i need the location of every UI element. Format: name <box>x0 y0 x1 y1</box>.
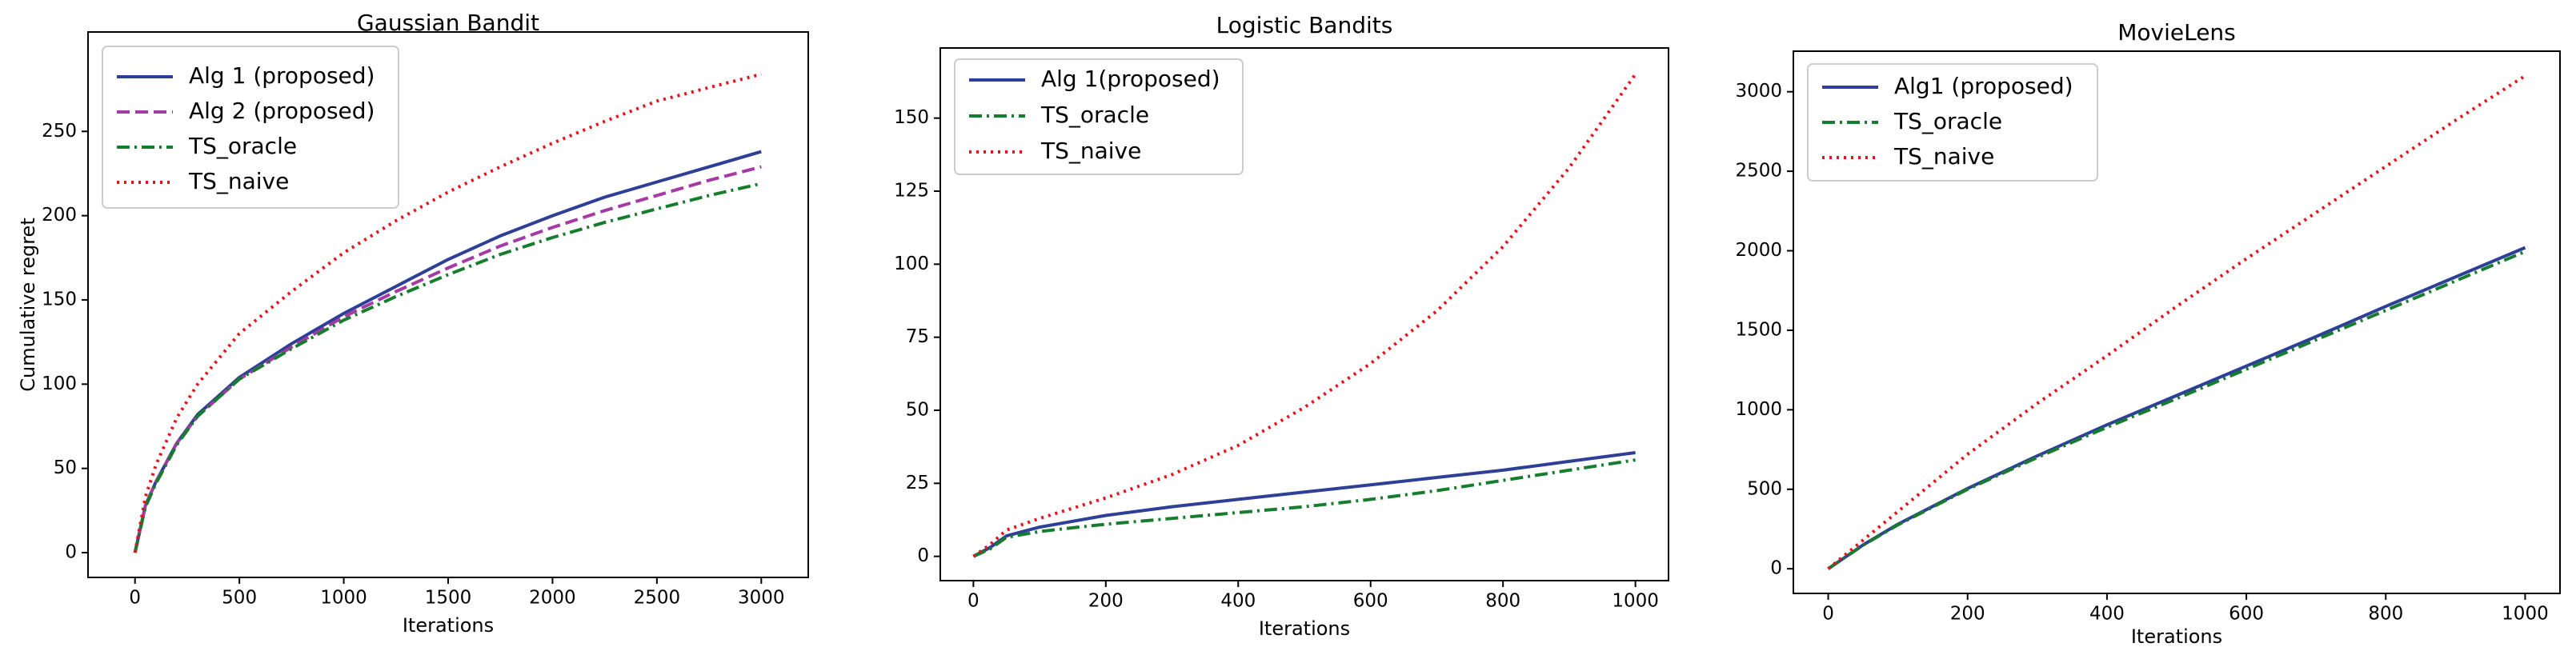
x-tick-label: 600 <box>1353 591 1388 612</box>
x-tick-label: 1000 <box>320 588 367 609</box>
x-tick-label: 3000 <box>738 588 785 609</box>
y-axis-label: Cumulative regret <box>17 218 39 391</box>
legend-entry: Alg 1 (proposed) <box>117 62 375 89</box>
y-tick-label: 2500 <box>1735 161 1782 182</box>
series-line-naive <box>133 72 762 553</box>
x-tick-label: 0 <box>968 591 980 612</box>
x-tick-label: 200 <box>1950 604 1985 625</box>
y-tick-label: 3000 <box>1735 81 1782 102</box>
x-tick-label: 0 <box>129 588 141 609</box>
y-tick-label: 50 <box>54 457 77 478</box>
plot-frame <box>87 31 809 578</box>
legend-entry: TS_oracle <box>969 102 1149 128</box>
x-tick-label: 1000 <box>2502 604 2549 625</box>
y-tick-label: 0 <box>65 542 77 563</box>
legend-label: TS_oracle <box>1893 108 2002 134</box>
y-tick-label: 25 <box>906 473 929 493</box>
x-tick-label: 500 <box>222 588 257 609</box>
legend-entry: TS_naive <box>969 138 1141 164</box>
y-ticks: 0 50 100 150 200 250 <box>42 121 88 563</box>
legend-label: TS_oracle <box>188 133 297 159</box>
y-tick-label: 500 <box>1747 478 1782 499</box>
x-ticks: 0 200 400 600 800 1000 <box>1822 593 2549 625</box>
series-lines <box>972 73 1637 558</box>
x-tick-label: 0 <box>1822 604 1834 625</box>
x-tick-label: 1500 <box>425 588 472 609</box>
x-tick-label: 2500 <box>634 588 681 609</box>
legend-box <box>954 58 1244 175</box>
x-ticks: 0 200 400 600 800 1000 <box>968 581 1659 612</box>
series-line-alg2 <box>133 165 762 553</box>
legend-entry: TS_oracle <box>1822 108 2002 134</box>
legend-entry: TS_oracle <box>117 133 297 159</box>
x-tick-label: 1000 <box>1612 591 1659 612</box>
legend: Alg 1 (proposed) Alg 2 (proposed) TS_ora… <box>102 46 399 209</box>
chart-title: MovieLens <box>2117 19 2236 46</box>
series-line-alg1 <box>133 150 762 553</box>
y-tick-label: 100 <box>42 373 77 394</box>
legend-label: Alg 1 (proposed) <box>189 62 375 89</box>
series-line-oracle <box>133 182 762 553</box>
series-line-naive <box>972 73 1637 558</box>
x-tick-label: 600 <box>2229 604 2264 625</box>
series-line-oracle <box>972 458 1636 558</box>
panel-logistic-bandits: Logistic Bandits Iterations 0 200 400 600 80… <box>894 12 1669 640</box>
y-tick-label: 0 <box>917 545 929 566</box>
x-axis-label: Iterations <box>403 614 494 637</box>
legend-label: TS_naive <box>1040 138 1141 164</box>
legend-label: TS_oracle <box>1040 102 1149 128</box>
legend-entry: TS_naive <box>117 168 289 194</box>
x-tick-label: 800 <box>2368 604 2403 625</box>
legend-box <box>102 46 399 209</box>
x-axis-label: Iterations <box>1259 617 1350 640</box>
y-tick-label: 150 <box>894 107 929 128</box>
x-tick-label: 400 <box>1220 591 1256 612</box>
plot-frame <box>1793 50 2561 594</box>
series-lines <box>1827 74 2526 570</box>
legend-entry: Alg1 (proposed) <box>1822 73 2073 99</box>
x-tick-label: 200 <box>1088 591 1124 612</box>
legend-label: Alg1 (proposed) <box>1894 73 2073 99</box>
x-tick-label: 2000 <box>529 588 576 609</box>
legend-entry: TS_naive <box>1822 143 1994 170</box>
y-tick-label: 200 <box>42 205 77 226</box>
y-ticks: 0 25 50 75 100 125 150 <box>894 107 940 566</box>
legend: Alg1 (proposed) TS_oracle TS_naive <box>1807 63 2098 182</box>
panel-movielens: MovieLens Iterations 0 200 400 600 800 1000 0… <box>1735 19 2561 648</box>
y-tick-label: 50 <box>906 400 929 421</box>
legend-entry: Alg 1(proposed) <box>969 66 1220 92</box>
y-ticks: 0 500 1000 1500 2000 2500 3000 <box>1735 81 1793 579</box>
legend-box <box>1807 63 2098 182</box>
y-tick-label: 100 <box>894 254 929 274</box>
legend-label: Alg 1(proposed) <box>1041 66 1220 92</box>
y-tick-label: 0 <box>1770 558 1782 579</box>
x-axis-label: Iterations <box>2131 625 2222 648</box>
y-tick-label: 250 <box>42 121 77 142</box>
y-tick-label: 1500 <box>1735 319 1782 340</box>
y-tick-label: 125 <box>894 181 929 202</box>
panel-gaussian-bandit: Gaussian Bandit Cumulative regret Iterat… <box>17 10 809 637</box>
x-ticks: 0 500 1000 1500 2000 2500 3000 <box>129 577 785 609</box>
y-tick-label: 2000 <box>1735 240 1782 261</box>
y-tick-label: 1000 <box>1735 399 1782 420</box>
y-tick-label: 75 <box>906 326 929 347</box>
series-line-alg1 <box>972 451 1636 558</box>
y-tick-label: 150 <box>42 289 77 310</box>
chart-title: Logistic Bandits <box>1216 12 1393 38</box>
legend-label: TS_naive <box>188 168 289 194</box>
series-lines <box>133 72 762 553</box>
x-tick-label: 800 <box>1485 591 1520 612</box>
legend-entry: Alg 2 (proposed) <box>117 98 375 124</box>
legend-label: TS_naive <box>1893 143 1994 170</box>
legend: Alg 1(proposed) TS_oracle TS_naive <box>954 58 1244 175</box>
series-line-oracle <box>1827 250 2526 570</box>
x-tick-label: 400 <box>2089 604 2125 625</box>
legend-label: Alg 2 (proposed) <box>189 98 375 124</box>
plot-frame <box>939 47 1669 581</box>
